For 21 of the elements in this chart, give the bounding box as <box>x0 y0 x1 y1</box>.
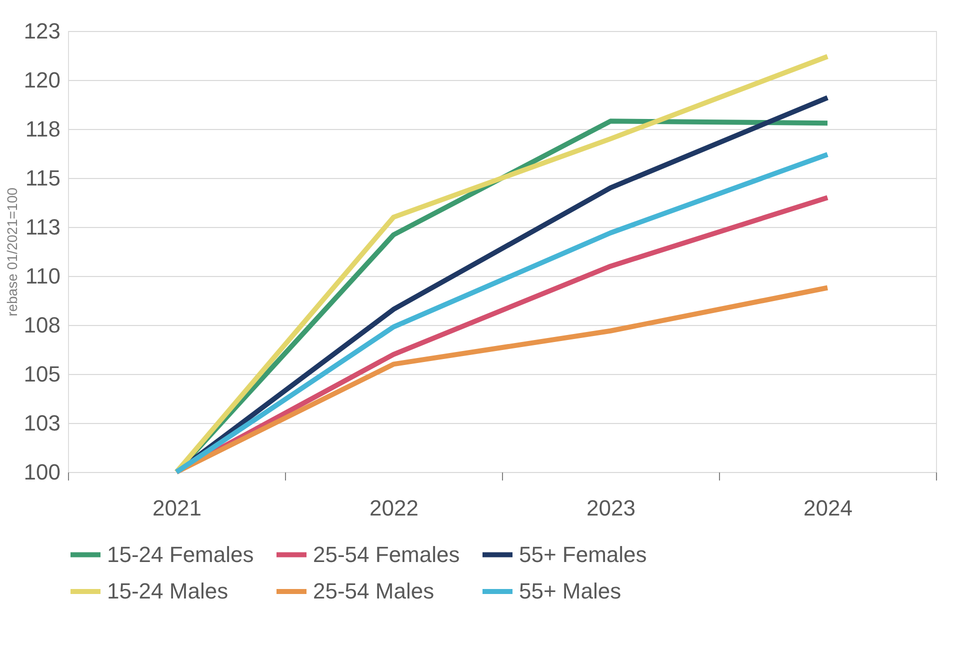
y-tick-label: 100 <box>24 460 60 484</box>
legend-label: 55+ Males <box>519 578 622 604</box>
y-axis-title: rebase 01/2021=100 <box>4 187 20 316</box>
y-tick-label: 123 <box>24 18 60 44</box>
y-tick-label: 120 <box>24 68 60 92</box>
x-tick-label: 2023 <box>586 496 636 520</box>
legend-label: 15-24 Males <box>107 578 228 604</box>
y-tick-label: 110 <box>25 264 60 288</box>
legend-label: 25-54 Females <box>313 542 460 567</box>
legend-label: 15-24 Females <box>107 542 254 567</box>
y-tick-label: 108 <box>24 312 60 338</box>
x-tick-label: 2024 <box>804 496 852 520</box>
y-tick-label: 113 <box>25 214 60 240</box>
x-tick-label: 2021 <box>152 496 202 520</box>
y-tick-label: 115 <box>25 166 60 190</box>
y-tick-label: 103 <box>24 410 60 436</box>
y-tick-label: 118 <box>25 116 60 142</box>
legend-label: 55+ Females <box>519 542 647 567</box>
legend-label: 25-54 Males <box>313 578 434 604</box>
x-tick-label: 2022 <box>370 496 418 520</box>
y-tick-label: 105 <box>24 362 60 386</box>
